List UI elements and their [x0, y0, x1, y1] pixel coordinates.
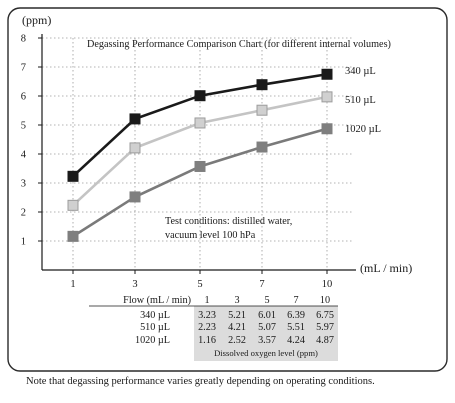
- data-point: [256, 104, 268, 116]
- table-cell: 6.39: [287, 310, 305, 321]
- data-point: [67, 199, 79, 211]
- table-cell: 6.01: [258, 310, 276, 321]
- y-tick-label: 8: [21, 34, 26, 45]
- table-cell: 3.57: [258, 335, 276, 346]
- y-axis-label: (ppm): [22, 13, 51, 27]
- table-shade: [194, 306, 338, 361]
- table-header-cell: 1: [204, 295, 209, 306]
- data-point: [321, 68, 333, 80]
- table-cell: 1.16: [198, 335, 216, 346]
- table-cell: 5.51: [287, 322, 305, 333]
- y-tick-label: 5: [21, 121, 26, 132]
- x-tick-label: 5: [197, 279, 202, 290]
- table-row-label: 340 µL: [140, 310, 170, 321]
- x-tick-label: 1: [70, 279, 75, 290]
- table-cell: 2.23: [198, 322, 216, 333]
- data-point: [321, 91, 333, 103]
- table-row-label: 1020 µL: [135, 335, 170, 346]
- y-tick-label: 6: [21, 92, 26, 103]
- table-cell: 4.21: [228, 322, 246, 333]
- table-caption: Dissolved oxygen level (ppm): [214, 348, 318, 358]
- table-cell: 6.75: [316, 310, 334, 321]
- chart-frame: [7, 7, 448, 372]
- x-tick-label: 3: [132, 279, 137, 290]
- series-label: 510 µL: [345, 95, 376, 106]
- annotation-line: Test conditions: distilled water,: [165, 216, 292, 227]
- table-header-cell: 3: [234, 295, 239, 306]
- table-cell: 3.23: [198, 310, 216, 321]
- y-tick-label: 4: [21, 150, 27, 161]
- data-point: [321, 123, 333, 135]
- data-point: [67, 230, 79, 242]
- table-cell: 5.97: [316, 322, 334, 333]
- data-point: [256, 79, 268, 91]
- y-tick-label: 3: [21, 179, 26, 190]
- x-axis-label: (mL / min): [360, 261, 412, 275]
- annotation-line: vacuum level 100 hPa: [165, 230, 256, 241]
- table-cell: 2.52: [228, 335, 246, 346]
- data-point: [129, 113, 141, 125]
- data-point: [67, 170, 79, 182]
- data-point: [194, 90, 206, 102]
- table-header-label: Flow (mL / min): [123, 295, 191, 306]
- table-cell: 5.07: [258, 322, 276, 333]
- y-tick-label: 2: [21, 208, 26, 219]
- chart-title: Degassing Performance Comparison Chart (…: [87, 39, 391, 50]
- x-tick-label: 7: [259, 279, 264, 290]
- table-row-label: 510 µL: [140, 322, 170, 333]
- y-tick-label: 1: [21, 237, 26, 248]
- series-label: 1020 µL: [345, 124, 381, 135]
- data-point: [129, 142, 141, 154]
- table-cell: 5.21: [228, 310, 246, 321]
- data-point: [129, 191, 141, 203]
- table-cell: 4.24: [287, 335, 305, 346]
- data-point: [256, 141, 268, 153]
- x-tick-label: 10: [322, 279, 333, 290]
- table-header-cell: 5: [264, 295, 269, 306]
- y-tick-label: 7: [21, 63, 26, 74]
- data-point: [194, 160, 206, 172]
- table-header-cell: 7: [293, 295, 298, 306]
- table-header-cell: 10: [320, 295, 330, 306]
- data-point: [194, 117, 206, 129]
- footnote: Note that degassing performance varies g…: [26, 376, 375, 387]
- table-cell: 4.87: [316, 335, 334, 346]
- series-label: 340 µL: [345, 66, 376, 77]
